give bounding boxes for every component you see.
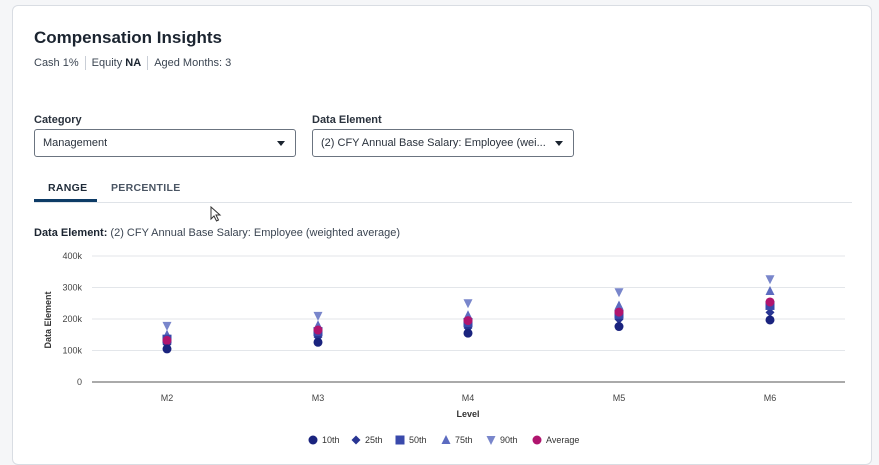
y-tick-label: 200k [62,314,82,324]
legend-label: 75th [455,435,473,445]
aged-value: 3 [225,57,232,69]
mouse-pointer-icon [210,206,222,222]
x-tick-label: M2 [161,393,174,403]
data-point-10th [162,344,172,354]
legend-label: 50th [409,435,427,445]
data-point-90th [162,321,172,331]
x-axis-label: Level [456,409,479,419]
data-point-25th [765,307,775,317]
data-point-10th [614,322,624,332]
y-tick-label: 0 [77,377,82,387]
data-point-75th [614,300,624,310]
data-point-average [313,325,323,335]
data-point-90th [765,275,775,285]
cash-label: Cash [34,57,60,69]
tab-range[interactable]: RANGE [48,182,88,194]
x-tick-label: M3 [312,393,325,403]
equity-value: NA [125,57,142,69]
x-tick-label: M5 [613,393,626,403]
caret-down-icon [277,141,285,146]
data-point-average [162,335,172,345]
y-tick-label: 400k [62,251,82,261]
data-element-select[interactable]: (2) CFY Annual Base Salary: Employee (we… [312,129,574,157]
category-select[interactable]: Management [34,129,296,157]
legend-marker-10th [308,435,318,445]
data-element-label: Data Element [312,114,382,126]
legend-marker-90th [486,436,496,445]
aged-meta: Aged Months: 3 [148,56,237,70]
legend-label: 25th [365,435,383,445]
compensation-meta: Cash 1% Equity NA Aged Months: 3 [34,56,237,70]
cash-meta: Cash 1% [34,56,86,70]
data-point-90th [614,288,624,298]
data-point-10th [765,315,775,325]
scatter-chart: 0 100k 200k 300k 400k M2 M3 M4 M5 M6 Level Data Ele… [43,251,845,445]
chart-caption-prefix: Data Element: [34,227,108,239]
active-tab-indicator [34,199,97,202]
equity-label: Equity [91,57,123,69]
legend-label: 10th [322,435,340,445]
data-point-10th [313,337,323,347]
legend-marker-average [532,435,542,445]
data-element-select-value: (2) CFY Annual Base Salary: Employee (we… [321,137,546,149]
legend-marker-50th [395,435,405,445]
aged-label: Aged Months: [154,57,223,69]
legend-marker-75th [441,435,451,444]
data-point-10th [463,328,473,338]
data-point-75th [765,285,775,295]
caret-down-icon [555,141,563,146]
data-point-average [463,316,473,326]
y-tick-label: 100k [62,346,82,356]
equity-meta: Equity NA [86,56,149,70]
tab-percentile[interactable]: PERCENTILE [111,182,181,194]
data-point-average [765,297,775,307]
y-tick-label: 300k [62,283,82,293]
chart-caption-text: (2) CFY Annual Base Salary: Employee (we… [110,227,401,239]
page-title: Compensation Insights [34,28,222,47]
data-point-average [614,307,624,317]
data-point-90th [463,299,473,309]
category-label: Category [34,114,82,126]
chart-caption: Data Element: (2) CFY Annual Base Salary… [34,227,400,239]
y-axis-label: Data Element [43,291,53,348]
data-point-90th [313,311,323,321]
legend-label: 90th [500,435,518,445]
legend-label: Average [546,435,579,445]
x-tick-label: M4 [462,393,475,403]
chart-tabs: RANGE PERCENTILE [34,178,852,203]
compensation-insights-card: Compensation Insights Cash 1% Equity NA … [12,5,872,465]
category-select-value: Management [43,137,108,149]
x-tick-label: M6 [764,393,777,403]
legend-marker-25th [351,435,361,445]
cash-value: 1% [62,57,79,69]
